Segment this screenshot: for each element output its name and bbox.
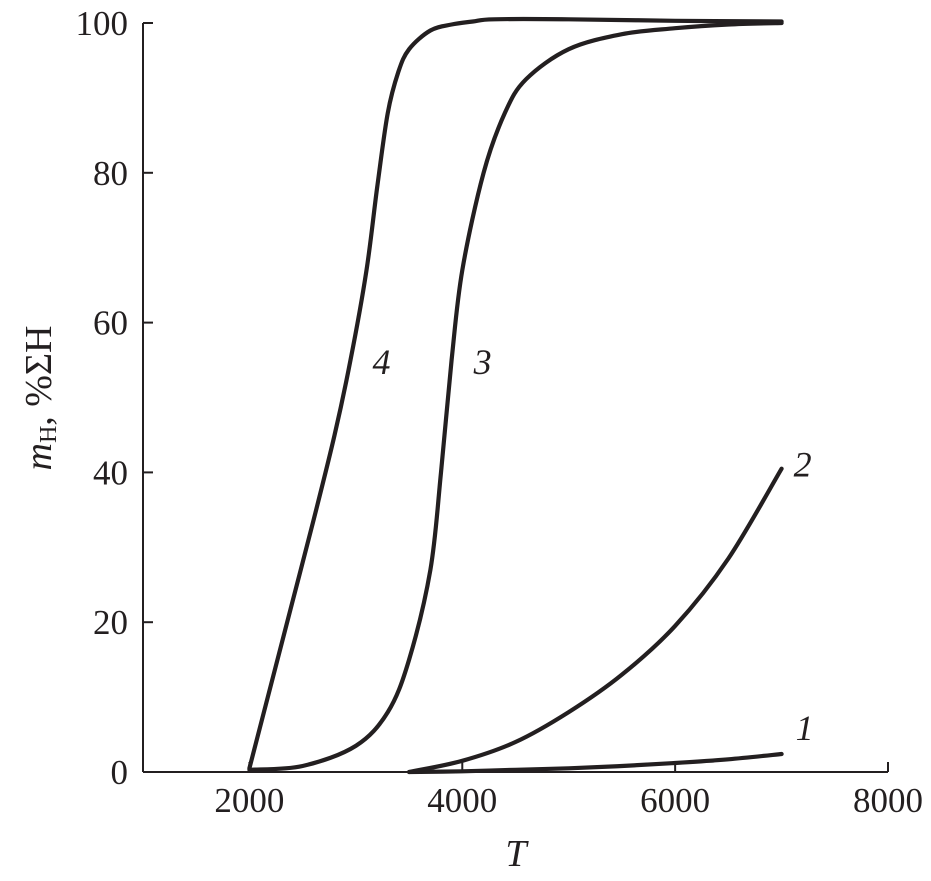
- labels-group: 1 2 3 4: [373, 342, 814, 748]
- series-line-2: [407, 466, 784, 775]
- series-group: [247, 16, 784, 775]
- y-axis-title-main: m: [18, 443, 60, 470]
- x-tick-label: 8000: [853, 781, 923, 820]
- y-tick-label: 20: [93, 603, 128, 642]
- series-label-4: 4: [373, 342, 391, 382]
- series-label-3: 3: [473, 342, 492, 382]
- x-tick-label: 2000: [214, 781, 284, 820]
- x-tick-label: 6000: [640, 781, 710, 820]
- series-label-2: 2: [794, 445, 812, 485]
- y-tick-label: 100: [76, 4, 129, 43]
- y-tick-label: 60: [93, 304, 128, 343]
- y-axis-title-suffix: , %ΣH: [18, 325, 60, 425]
- series-label-1: 1: [796, 708, 814, 748]
- series-line-1: [407, 751, 784, 775]
- y-tick-label: 80: [93, 154, 128, 193]
- x-tick-label: 4000: [427, 781, 497, 820]
- x-axis-title: T: [505, 833, 529, 875]
- y-tick-label: 40: [93, 453, 128, 492]
- axes: 2000 4000 6000 8000 0 20 40 60 80 100: [76, 4, 924, 820]
- y-tick-label: 0: [111, 753, 129, 792]
- y-axis-title: mH, %ΣH: [18, 325, 62, 470]
- series-line-3: [247, 20, 784, 772]
- y-axis-title-subscript: H: [36, 426, 62, 443]
- series-line-4: [247, 16, 784, 771]
